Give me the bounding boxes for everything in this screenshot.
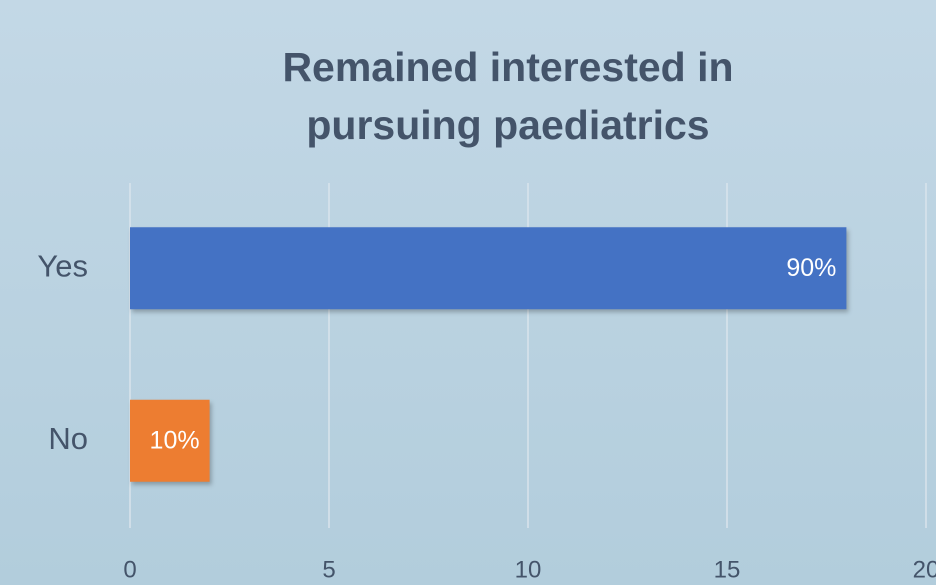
bar bbox=[130, 399, 210, 482]
chart-title: Remained interested in pursuing paediatr… bbox=[282, 44, 734, 148]
y-tick-label: Yes bbox=[37, 248, 88, 283]
x-tick-label: 10 bbox=[515, 556, 542, 583]
data-label: 10% bbox=[150, 426, 200, 454]
data-label: 90% bbox=[786, 254, 836, 282]
y-tick-label: No bbox=[48, 421, 88, 456]
bar bbox=[130, 227, 847, 310]
x-tick-label: 15 bbox=[714, 556, 741, 583]
x-tick-label: 20 bbox=[913, 556, 936, 583]
x-tick-label: 5 bbox=[322, 556, 335, 583]
x-tick-label: 0 bbox=[123, 556, 136, 583]
